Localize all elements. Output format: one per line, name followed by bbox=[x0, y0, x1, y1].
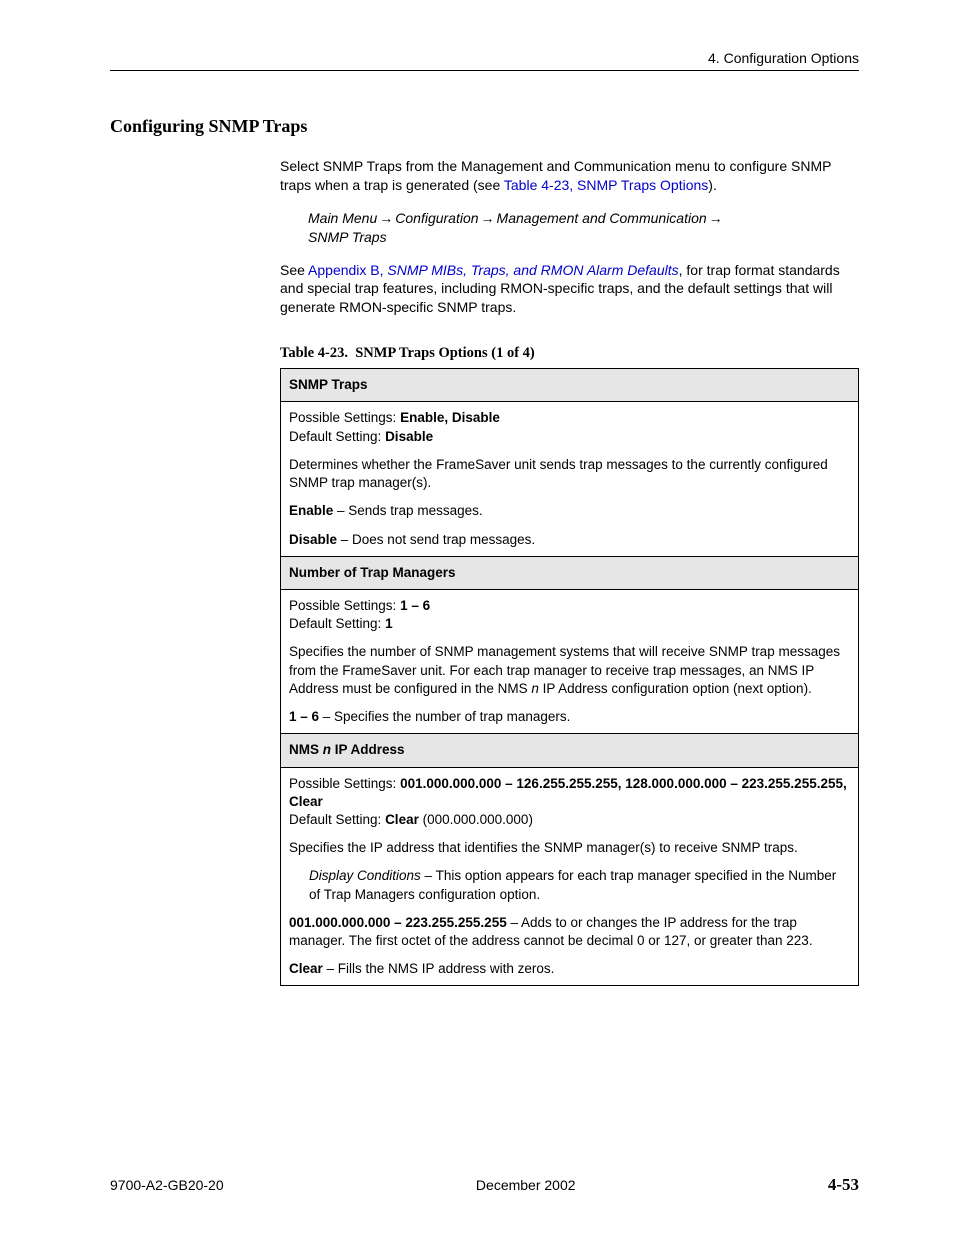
possible-settings-label: Possible Settings: bbox=[289, 410, 400, 425]
table-caption: Table 4-23. SNMP Traps Options (1 of 4) bbox=[280, 345, 859, 362]
possible-settings-label: Possible Settings: bbox=[289, 776, 400, 791]
possible-settings-value: Enable, Disable bbox=[400, 410, 500, 425]
default-setting-value: Disable bbox=[385, 429, 433, 444]
page-footer: 9700-A2-GB20-20 December 2002 4-53 bbox=[110, 1175, 859, 1195]
option-header-num-managers: Number of Trap Managers bbox=[281, 556, 859, 589]
default-setting-label: Default Setting: bbox=[289, 812, 385, 827]
default-setting-value-b: Clear bbox=[385, 812, 419, 827]
range-label: 1 – 6 bbox=[289, 709, 319, 724]
disable-label: Disable bbox=[289, 532, 337, 547]
possible-settings-label: Possible Settings: bbox=[289, 598, 400, 613]
footer-date: December 2002 bbox=[476, 1177, 576, 1193]
arrow-icon: → bbox=[479, 210, 497, 226]
arrow-icon: → bbox=[707, 210, 725, 226]
option-header-nms-ip: NMS n IP Address bbox=[281, 734, 859, 767]
option-cell: Possible Settings: 1 – 6 Default Setting… bbox=[281, 589, 859, 733]
menu-seg-main: Main Menu bbox=[308, 210, 377, 226]
table-caption-num: Table 4-23. bbox=[280, 345, 348, 361]
display-conditions-label: Display Conditions bbox=[309, 868, 421, 883]
footer-doc-id: 9700-A2-GB20-20 bbox=[110, 1177, 224, 1193]
intro-paragraph: Select SNMP Traps from the Management an… bbox=[280, 157, 859, 195]
appendix-link-b[interactable]: SNMP MIBs, Traps, and RMON Alarm Default… bbox=[387, 262, 678, 278]
default-setting-label: Default Setting: bbox=[289, 429, 385, 444]
table-ref-link[interactable]: Table 4-23, SNMP Traps Options bbox=[504, 177, 708, 193]
appendix-link-a[interactable]: Appendix B, bbox=[308, 262, 387, 278]
chapter-label: 4. Configuration Options bbox=[110, 50, 859, 66]
header-rule bbox=[110, 70, 859, 71]
appendix-paragraph: See Appendix B, SNMP MIBs, Traps, and RM… bbox=[280, 261, 859, 318]
option-description: Determines whether the FrameSaver unit s… bbox=[289, 456, 850, 492]
possible-settings-value: 1 – 6 bbox=[400, 598, 430, 613]
range-text: – Specifies the number of trap managers. bbox=[319, 709, 570, 724]
menu-seg-mgmt: Management and Communication bbox=[497, 210, 707, 226]
menu-seg-snmp: SNMP Traps bbox=[308, 229, 387, 245]
ip-range-label: 001.000.000.000 – 223.255.255.255 bbox=[289, 915, 507, 930]
hdr-a: NMS bbox=[289, 742, 323, 757]
option-header-snmp-traps: SNMP Traps bbox=[281, 369, 859, 402]
option-desc-n: n bbox=[531, 681, 539, 696]
table-caption-title: SNMP Traps Options (1 of 4) bbox=[355, 345, 535, 361]
page: 4. Configuration Options Configuring SNM… bbox=[0, 0, 954, 1235]
options-table: SNMP Traps Possible Settings: Enable, Di… bbox=[280, 368, 859, 986]
default-setting-label: Default Setting: bbox=[289, 616, 385, 631]
enable-text: – Sends trap messages. bbox=[333, 503, 482, 518]
option-description: Specifies the IP address that identifies… bbox=[289, 839, 850, 857]
option-cell: Possible Settings: 001.000.000.000 – 126… bbox=[281, 767, 859, 986]
menu-path: Main Menu→Configuration→Management and C… bbox=[308, 209, 859, 247]
default-setting-value-t: (000.000.000.000) bbox=[419, 812, 533, 827]
appendix-pre: See bbox=[280, 262, 308, 278]
menu-seg-config: Configuration bbox=[395, 210, 478, 226]
footer-page-number: 4-53 bbox=[828, 1175, 859, 1195]
enable-label: Enable bbox=[289, 503, 333, 518]
option-desc-b: IP Address configuration option (next op… bbox=[539, 681, 812, 696]
section-title: Configuring SNMP Traps bbox=[110, 116, 859, 137]
option-cell: Possible Settings: Enable, Disable Defau… bbox=[281, 402, 859, 556]
body-block: Select SNMP Traps from the Management an… bbox=[280, 157, 859, 986]
hdr-b: IP Address bbox=[331, 742, 405, 757]
clear-label: Clear bbox=[289, 961, 323, 976]
hdr-n: n bbox=[323, 742, 331, 757]
arrow-icon: → bbox=[377, 210, 395, 226]
disable-text: – Does not send trap messages. bbox=[337, 532, 535, 547]
intro-text-b: ). bbox=[708, 177, 717, 193]
default-setting-value: 1 bbox=[385, 616, 393, 631]
clear-text: – Fills the NMS IP address with zeros. bbox=[323, 961, 555, 976]
